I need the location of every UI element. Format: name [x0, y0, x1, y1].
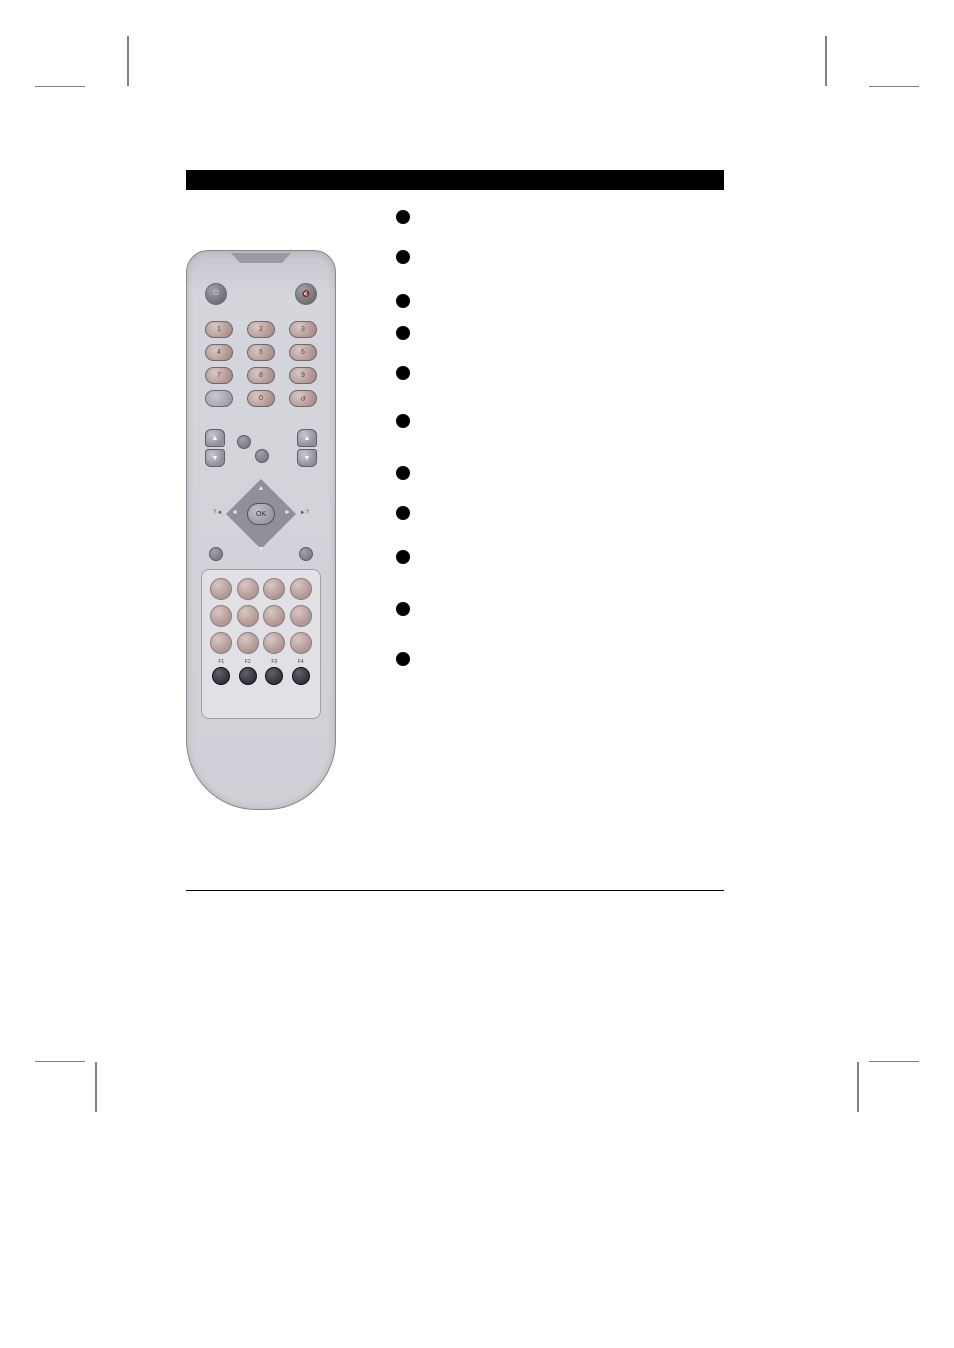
d-pad-right-label: ►?	[300, 510, 309, 516]
remote-ir-window	[231, 253, 291, 263]
bullet-icon	[396, 366, 410, 380]
feature-button	[210, 605, 232, 627]
ok-button: OK	[247, 503, 275, 525]
d-pad-left-label: ?◄	[213, 510, 222, 516]
page-content: ⏻ 🔇 123 456 7890 ↺ ▲ ▼ ▲ ▼ ▲ ▼ ◄	[186, 170, 724, 891]
num-2-button: 2	[247, 321, 275, 338]
f-label: F3	[263, 659, 285, 665]
blank-button	[205, 390, 233, 407]
bullet-item	[396, 602, 724, 616]
num-9-button: 9	[289, 367, 317, 384]
bullet-item	[396, 366, 724, 380]
power-icon: ⏻	[213, 290, 219, 298]
d-pad-left: ◄	[231, 509, 238, 516]
d-pad-right: ►	[284, 509, 291, 516]
bullet-icon	[396, 506, 410, 520]
bullet-item	[396, 466, 724, 480]
num-7-button: 7	[205, 367, 233, 384]
crop-mark	[825, 36, 827, 86]
header-bar	[186, 170, 724, 190]
crop-mark	[95, 1062, 97, 1112]
remote-control-illustration: ⏻ 🔇 123 456 7890 ↺ ▲ ▼ ▲ ▼ ▲ ▼ ◄	[186, 250, 336, 810]
feature-button	[263, 578, 285, 600]
crop-mark	[35, 1061, 85, 1062]
f2-button	[239, 667, 257, 685]
bullet-icon	[396, 250, 410, 264]
feature-button	[263, 632, 285, 654]
f1-button	[212, 667, 230, 685]
num-8-button: 8	[247, 367, 275, 384]
mute-icon: 🔇	[302, 290, 311, 298]
channel-down: ▼	[297, 449, 317, 467]
crop-mark	[35, 86, 85, 87]
aux-button	[299, 547, 313, 561]
bullet-list	[376, 210, 724, 810]
bullet-item	[396, 506, 724, 520]
volume-rocker: ▲ ▼	[205, 429, 225, 469]
num-0-button: 0	[247, 390, 275, 407]
feature-button	[290, 605, 312, 627]
f-label: F1	[210, 659, 232, 665]
num-5-button: 5	[247, 344, 275, 361]
crop-mark	[127, 36, 129, 86]
f-label: F2	[237, 659, 259, 665]
bullet-item	[396, 326, 724, 340]
d-pad-down: ▼	[258, 546, 265, 553]
d-pad-up: ▲	[258, 485, 265, 492]
bullet-item	[396, 210, 724, 224]
f3-button	[265, 667, 283, 685]
channel-rocker: ▲ ▼	[297, 429, 317, 469]
bullet-item	[396, 414, 724, 428]
feature-button	[290, 632, 312, 654]
bullet-icon	[396, 466, 410, 480]
channel-up: ▲	[297, 429, 317, 447]
mid-button	[255, 449, 269, 463]
bullet-icon	[396, 414, 410, 428]
feature-button	[237, 632, 259, 654]
bullet-icon	[396, 550, 410, 564]
f-label: F4	[290, 659, 312, 665]
volume-up: ▲	[205, 429, 225, 447]
crop-mark	[857, 1062, 859, 1112]
f4-button	[292, 667, 310, 685]
lower-button-panel: F1 F2 F3 F4	[201, 569, 321, 719]
num-6-button: 6	[289, 344, 317, 361]
bullet-icon	[396, 294, 410, 308]
bullet-item	[396, 294, 724, 308]
d-pad: ▲ ▼ ◄ ► ?◄ ►? OK	[213, 479, 309, 555]
crop-mark	[869, 1061, 919, 1062]
num-4-button: 4	[205, 344, 233, 361]
feature-button	[237, 605, 259, 627]
bullet-item	[396, 550, 724, 564]
bullet-item	[396, 250, 724, 264]
bullet-icon	[396, 602, 410, 616]
volume-down: ▼	[205, 449, 225, 467]
feature-button	[263, 605, 285, 627]
feature-button	[210, 578, 232, 600]
feature-button	[210, 632, 232, 654]
bullet-icon	[396, 210, 410, 224]
mid-button	[237, 435, 251, 449]
num-↺-button: ↺	[289, 390, 317, 407]
crop-mark	[869, 86, 919, 87]
mute-button: 🔇	[295, 283, 317, 305]
num-1-button: 1	[205, 321, 233, 338]
aux-button	[209, 547, 223, 561]
bullet-icon	[396, 652, 410, 666]
num-3-button: 3	[289, 321, 317, 338]
feature-button	[290, 578, 312, 600]
section-divider	[186, 890, 724, 891]
number-pad: 123 456 7890 ↺	[205, 321, 317, 413]
bullet-icon	[396, 326, 410, 340]
bullet-item	[396, 652, 724, 666]
feature-button	[237, 578, 259, 600]
power-button: ⏻	[205, 283, 227, 305]
